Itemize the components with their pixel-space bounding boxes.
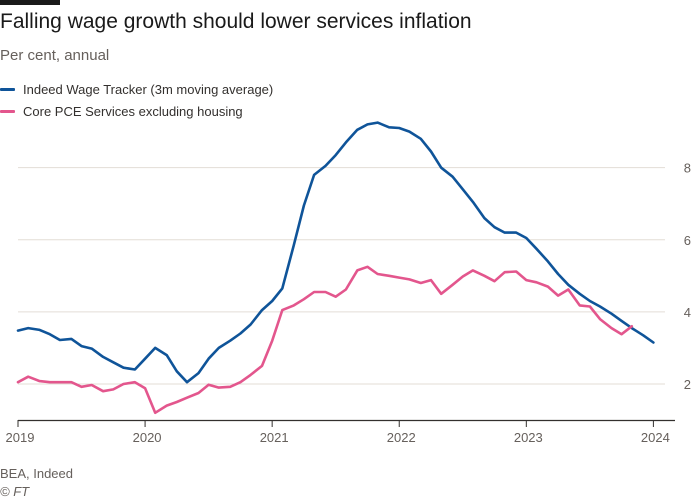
legend-swatch-blue	[0, 87, 15, 91]
series-lines	[16, 121, 655, 415]
x-axis	[17, 419, 675, 427]
y-axis-labels: 2 4 6 8	[684, 161, 691, 392]
y-tick-label: 4	[684, 305, 691, 320]
x-tick-label: 2023	[514, 430, 543, 445]
x-axis-labels: 2019 2020 2021 2022 2023 2024	[6, 430, 670, 445]
source-note: BEA, Indeed	[0, 466, 73, 481]
y-tick-label: 6	[684, 233, 691, 248]
x-tick-label: 2022	[387, 430, 416, 445]
x-tick-label: 2021	[260, 430, 289, 445]
series-line-0	[16, 121, 655, 384]
chart-subtitle: Per cent, annual	[0, 47, 110, 64]
legend: Indeed Wage Tracker (3m moving average) …	[0, 78, 273, 122]
series-line-1	[16, 265, 634, 415]
y-tick-label: 8	[684, 161, 691, 176]
x-tick-label: 2019	[6, 430, 35, 445]
gridlines	[18, 167, 665, 385]
x-tick-label: 2020	[133, 430, 162, 445]
legend-item-wage-tracker: Indeed Wage Tracker (3m moving average)	[0, 78, 273, 100]
y-tick-label: 2	[684, 377, 691, 392]
legend-label: Core PCE Services excluding housing	[23, 103, 243, 119]
chart-title: Falling wage growth should lower service…	[0, 10, 472, 33]
brand-bar	[0, 0, 60, 5]
legend-item-core-pce: Core PCE Services excluding housing	[0, 100, 273, 122]
x-tick-label: 2024	[641, 430, 670, 445]
legend-label: Indeed Wage Tracker (3m moving average)	[23, 81, 274, 97]
legend-swatch-pink	[0, 109, 15, 113]
credit-note: © FT	[0, 484, 30, 499]
